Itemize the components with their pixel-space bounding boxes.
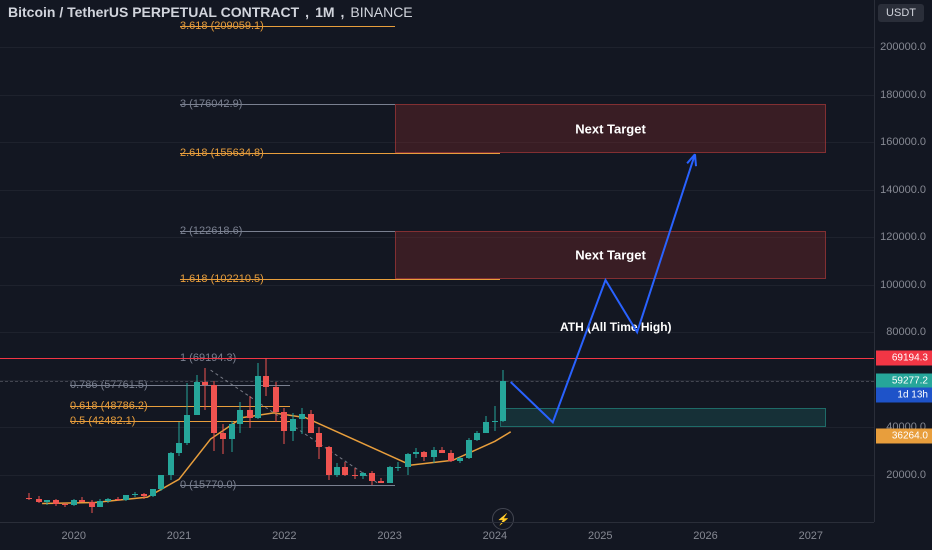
price-tag: 36264.0 xyxy=(876,428,932,443)
price-tag: 69194.3 xyxy=(876,350,932,365)
y-tick: 100000.0 xyxy=(880,279,926,291)
target-label: Next Target xyxy=(575,121,646,136)
x-tick: 2025 xyxy=(588,530,612,542)
target-zone[interactable]: Next Target xyxy=(395,104,826,152)
y-tick: 200000.0 xyxy=(880,41,926,53)
ath-line[interactable] xyxy=(0,358,874,359)
fib-label: 1.618 (102210.5) xyxy=(180,273,264,285)
y-axis[interactable]: 20000.040000.060000.080000.0100000.01200… xyxy=(874,0,932,522)
price-tag: 59277.2 xyxy=(876,374,932,389)
x-tick: 2027 xyxy=(799,530,823,542)
fib-label: 2 (122618.6) xyxy=(180,225,242,237)
fib-label: 3 (176042.9) xyxy=(180,98,242,110)
fib-label: 3.618 (209059.1) xyxy=(180,20,264,32)
y-tick: 80000.0 xyxy=(886,326,926,338)
chart-canvas[interactable]: Next Target Next Target 3.618 (209059.1) 3 … xyxy=(0,0,874,522)
fib-label: 0 (15770.0) xyxy=(180,479,236,491)
fib-label: 0.5 (42482.1) xyxy=(70,415,135,427)
x-tick: 2021 xyxy=(167,530,191,542)
y-tick: 140000.0 xyxy=(880,184,926,196)
x-tick: 2026 xyxy=(693,530,717,542)
x-tick: 2024 xyxy=(483,530,507,542)
target-label: Next Target xyxy=(575,248,646,263)
y-tick: 160000.0 xyxy=(880,136,926,148)
y-tick: 120000.0 xyxy=(880,231,926,243)
x-tick: 2023 xyxy=(377,530,401,542)
x-axis[interactable]: 2020 2021 2022 2023 2024 2025 2026 2027 xyxy=(0,522,874,550)
ath-label: ATH (All Time High) xyxy=(560,320,672,334)
fib-label: 2.618 (155634.8) xyxy=(180,147,264,159)
price-tag: 1d 13h xyxy=(876,388,932,403)
y-tick: 20000.0 xyxy=(886,469,926,481)
target-zone[interactable]: Next Target xyxy=(395,231,826,279)
y-tick: 180000.0 xyxy=(880,89,926,101)
support-zone[interactable] xyxy=(500,408,826,427)
current-price-line xyxy=(0,381,874,382)
fib-label: 0.618 (48786.2) xyxy=(70,400,148,412)
x-tick: 2020 xyxy=(61,530,85,542)
x-tick: 2022 xyxy=(272,530,296,542)
